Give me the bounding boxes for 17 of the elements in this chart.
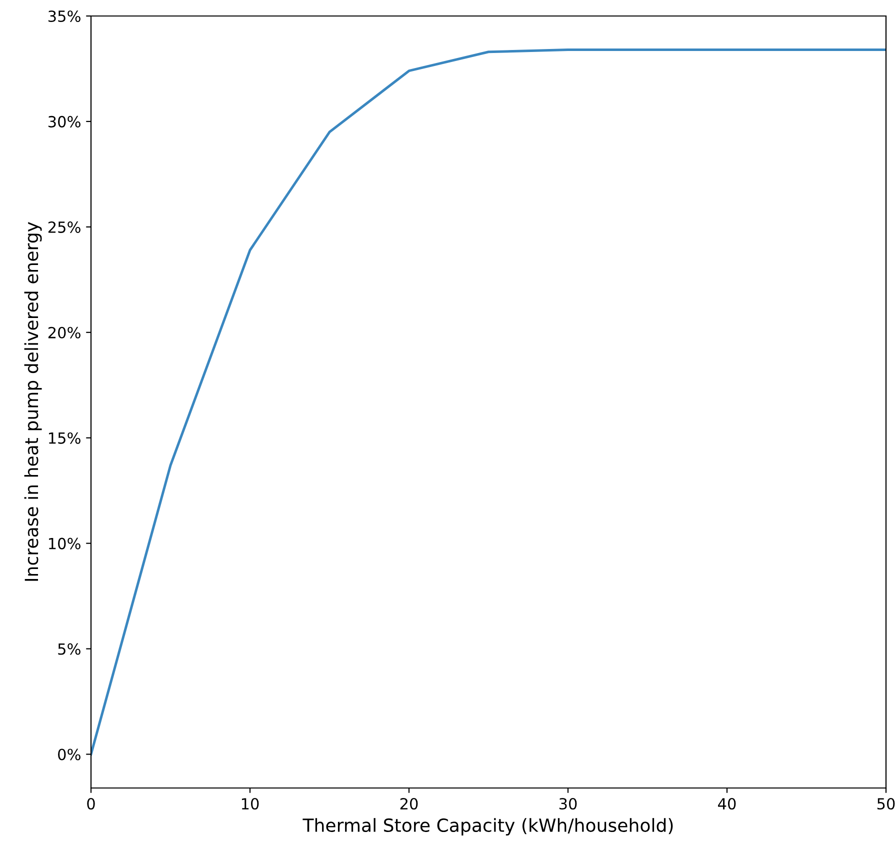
x-tick-label: 50 bbox=[877, 798, 895, 810]
y-axis-title: Increase in heat pump delivered energy bbox=[24, 222, 42, 581]
x-tick-label: 30 bbox=[559, 798, 577, 810]
y-tick-label: 20% bbox=[48, 326, 80, 338]
y-tick-label: 15% bbox=[49, 432, 80, 444]
x-tick-label: 10 bbox=[242, 798, 259, 810]
line-series bbox=[91, 48, 886, 756]
y-tick-label: 30% bbox=[48, 116, 80, 128]
y-tick-label: 5% bbox=[58, 643, 80, 655]
x-tick-label: 40 bbox=[718, 798, 736, 810]
y-tick-label: 25% bbox=[48, 221, 80, 233]
y-tick-label: 10% bbox=[49, 538, 80, 550]
y-tick-label: 0% bbox=[58, 748, 80, 760]
x-axis-title: Thermal Store Capacity (kWh/household) bbox=[302, 818, 673, 836]
x-tick-label: 0 bbox=[87, 798, 95, 810]
y-tick-label: 35% bbox=[48, 10, 80, 22]
x-tick-label: 20 bbox=[400, 798, 418, 810]
